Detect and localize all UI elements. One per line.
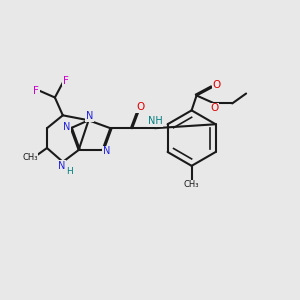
Text: O: O <box>212 80 220 90</box>
Text: H: H <box>66 167 73 176</box>
Text: F: F <box>63 76 69 85</box>
Text: O: O <box>210 103 218 113</box>
Text: N: N <box>103 146 110 156</box>
Text: N: N <box>86 111 93 121</box>
Text: CH₃: CH₃ <box>184 180 200 189</box>
Text: NH: NH <box>148 116 162 126</box>
Text: N: N <box>58 161 65 171</box>
Text: CH₃: CH₃ <box>22 153 38 162</box>
Text: O: O <box>136 102 144 112</box>
Text: N: N <box>63 122 70 132</box>
Text: F: F <box>33 85 39 96</box>
